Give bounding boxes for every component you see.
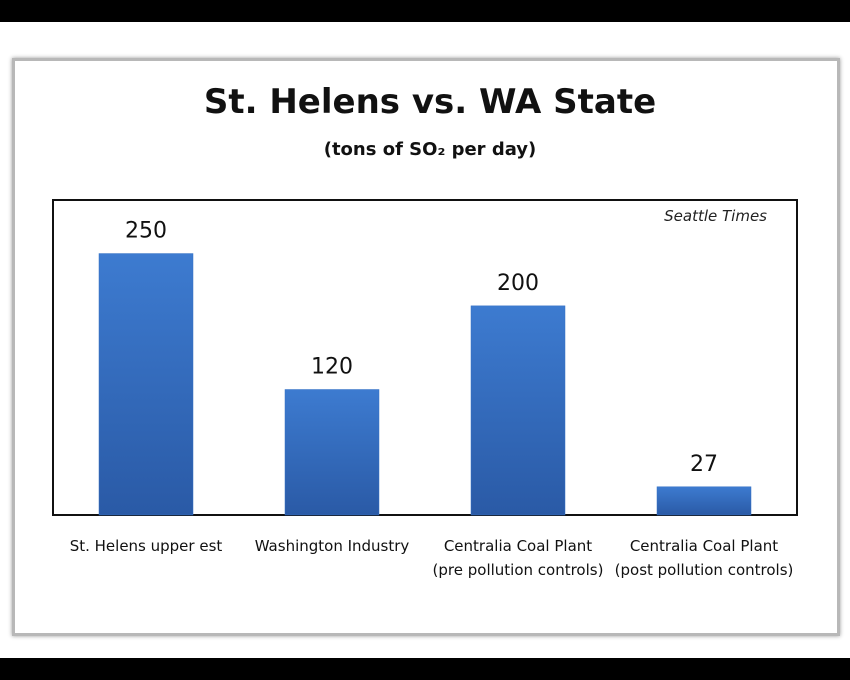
- x-tick-label: St. Helens upper est: [69, 537, 223, 555]
- value-label: 200: [497, 271, 539, 296]
- value-label: 250: [125, 219, 167, 244]
- value-label: 120: [311, 355, 353, 380]
- annotation: Seattle Times: [664, 207, 767, 225]
- chart-subtitle: (tons of SO₂ per day): [324, 139, 537, 160]
- x-tick-label: Centralia Coal Plant (post pollution con…: [614, 537, 794, 579]
- chart-title: St. Helens vs. WA State: [204, 82, 656, 122]
- value-label: 27: [690, 452, 718, 477]
- background: [0, 22, 850, 658]
- bar: [284, 389, 380, 516]
- bar: [470, 305, 566, 516]
- x-tick-label: Centralia Coal Plant (pre pollution cont…: [432, 537, 604, 579]
- x-tick-label: Washington Industry: [254, 537, 410, 555]
- plot-frame: [52, 199, 798, 516]
- bar: [656, 486, 752, 516]
- bar: [98, 253, 194, 516]
